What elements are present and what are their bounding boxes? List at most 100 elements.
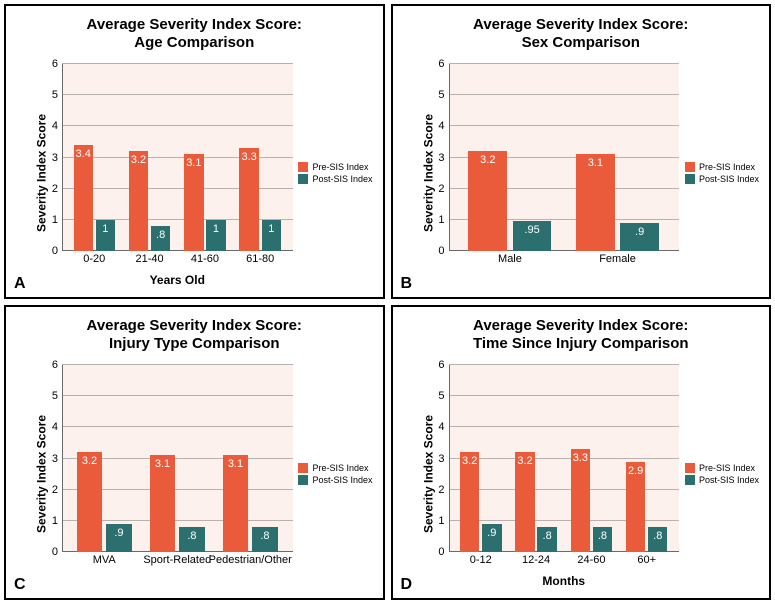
bar-post: .9 bbox=[620, 223, 659, 251]
plot-wrap: Severity Index Score01234563.2.93.2.83.3… bbox=[403, 359, 760, 588]
x-tick-label: 0-20 bbox=[83, 253, 105, 265]
y-tick: 3 bbox=[438, 453, 444, 465]
y-tick: 1 bbox=[52, 515, 58, 527]
panel-letter: B bbox=[401, 275, 413, 293]
panel-a: Average Severity Index Score:Age Compari… bbox=[4, 4, 385, 299]
bar-group: 3.41 bbox=[71, 64, 117, 251]
y-tick: 0 bbox=[52, 245, 58, 257]
y-tick: 4 bbox=[438, 120, 444, 132]
legend-label: Post-SIS Index bbox=[699, 174, 759, 184]
legend-swatch bbox=[685, 162, 695, 172]
bar-pre: 3.1 bbox=[576, 154, 615, 251]
y-tick: 1 bbox=[438, 214, 444, 226]
x-tick-label: 61-80 bbox=[246, 253, 274, 265]
plot-wrap: Severity Index Score01234563.2.93.1.83.1… bbox=[16, 359, 373, 588]
legend-item-pre: Pre-SIS Index bbox=[685, 162, 759, 172]
legend-item-post: Post-SIS Index bbox=[685, 475, 759, 485]
x-tick-label: Male bbox=[498, 253, 522, 265]
x-tick-label: 24-60 bbox=[577, 554, 605, 566]
legend-item-pre: Pre-SIS Index bbox=[298, 463, 372, 473]
bar-post: .95 bbox=[513, 221, 552, 251]
bar-value-label: 3.3 bbox=[239, 151, 258, 163]
bar-group: 3.2 .95 bbox=[464, 64, 556, 251]
y-tick: 1 bbox=[438, 515, 444, 527]
y-tick: 5 bbox=[52, 89, 58, 101]
x-tick-label: 21-40 bbox=[136, 253, 164, 265]
legend-label: Pre-SIS Index bbox=[312, 463, 368, 473]
y-tick: 6 bbox=[438, 359, 444, 371]
y-tick: 3 bbox=[52, 152, 58, 164]
bar-pre: 3.2 bbox=[515, 452, 534, 552]
y-tick: 2 bbox=[52, 183, 58, 195]
x-ticks: 0-2021-4041-6061-80 bbox=[62, 253, 293, 269]
bar-pre: 3.3 bbox=[239, 148, 258, 251]
legend-label: Pre-SIS Index bbox=[699, 463, 755, 473]
bar-value-label: 3.4 bbox=[74, 148, 93, 160]
legend-swatch bbox=[298, 162, 308, 172]
y-ticks: 0123456 bbox=[429, 64, 447, 251]
legend-label: Pre-SIS Index bbox=[312, 162, 368, 172]
bar-value-label: 3.2 bbox=[468, 154, 507, 166]
x-tick-label: 12-24 bbox=[522, 554, 550, 566]
bar-pre: 3.2 bbox=[468, 151, 507, 251]
bar-value-label: 3.3 bbox=[571, 452, 590, 464]
bar-value-label: 1 bbox=[262, 223, 281, 235]
chart-title: Average Severity Index Score:Time Since … bbox=[393, 307, 770, 359]
y-ticks: 0123456 bbox=[42, 365, 60, 552]
y-tick: 6 bbox=[438, 58, 444, 70]
x-tick-label: MVA bbox=[93, 554, 116, 566]
bar-group: 2.9.8 bbox=[624, 365, 670, 552]
x-tick-label: Sport-Related bbox=[143, 554, 211, 566]
bar-value-label: .8 bbox=[179, 530, 205, 542]
y-tick: 5 bbox=[438, 390, 444, 402]
x-tick-label: Female bbox=[599, 253, 636, 265]
bar-value-label: 3.1 bbox=[150, 458, 176, 470]
y-ticks: 0123456 bbox=[429, 365, 447, 552]
bar-value-label: 3.1 bbox=[184, 157, 203, 169]
bar-value-label: 3.2 bbox=[460, 455, 479, 467]
bar-pre: 3.1 bbox=[223, 455, 249, 552]
bar-pre: 2.9 bbox=[626, 462, 645, 552]
chart-title: Average Severity Index Score:Sex Compari… bbox=[393, 6, 770, 58]
bar-pre: 3.4 bbox=[74, 145, 93, 251]
y-tick: 2 bbox=[52, 484, 58, 496]
plot-area: 3.2.93.2.83.3.82.9.8 bbox=[449, 365, 680, 552]
y-tick: 2 bbox=[438, 484, 444, 496]
bar-pre: 3.2 bbox=[129, 151, 148, 251]
bar-group: 3.1 .8 bbox=[147, 365, 208, 552]
x-tick-label: 60+ bbox=[637, 554, 656, 566]
bar-pre: 3.2 bbox=[460, 452, 479, 552]
legend: Pre-SIS Index Post-SIS Index bbox=[685, 160, 759, 186]
y-tick: 4 bbox=[438, 421, 444, 433]
bar-post: .8 bbox=[537, 527, 556, 552]
panel-letter: C bbox=[14, 576, 26, 594]
panel-letter: D bbox=[401, 576, 413, 594]
panel-c: Average Severity Index Score:Injury Type… bbox=[4, 305, 385, 600]
bar-value-label: .8 bbox=[151, 229, 170, 241]
panel-b: Average Severity Index Score:Sex Compari… bbox=[391, 4, 772, 299]
bar-post: 1 bbox=[96, 220, 115, 251]
x-tick-label: Pedestrian/Other bbox=[209, 554, 292, 566]
legend-item-pre: Pre-SIS Index bbox=[298, 162, 372, 172]
plot-area: 3.2.93.1.83.1.8 bbox=[62, 365, 293, 552]
bar-value-label: 3.2 bbox=[77, 455, 103, 467]
bar-value-label: 3.1 bbox=[576, 157, 615, 169]
bar-group: 3.3 .8 bbox=[568, 365, 614, 552]
y-tick: 2 bbox=[438, 183, 444, 195]
bar-pre: 3.1 bbox=[184, 154, 203, 251]
bar-post: .8 bbox=[593, 527, 612, 552]
bar-value-label: 3.2 bbox=[129, 154, 148, 166]
bar-value-label: .8 bbox=[648, 530, 667, 542]
x-axis-label: Months bbox=[449, 574, 680, 588]
bar-post: .8 bbox=[252, 527, 278, 552]
legend-label: Post-SIS Index bbox=[699, 475, 759, 485]
y-tick: 0 bbox=[438, 245, 444, 257]
bar-value-label: .9 bbox=[482, 527, 501, 539]
y-tick: 6 bbox=[52, 58, 58, 70]
y-tick: 6 bbox=[52, 359, 58, 371]
legend-swatch bbox=[685, 463, 695, 473]
y-tick: 1 bbox=[52, 214, 58, 226]
x-tick-label: 0-12 bbox=[470, 554, 492, 566]
y-tick: 4 bbox=[52, 421, 58, 433]
bar-group: 3.1.8 bbox=[220, 365, 281, 552]
